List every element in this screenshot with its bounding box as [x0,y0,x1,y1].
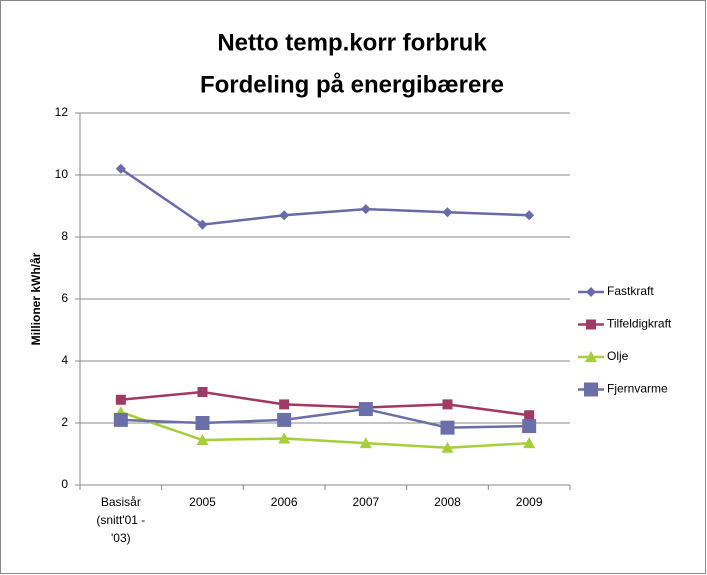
marker [113,412,128,427]
x-tick-label: 2006 [270,495,298,509]
marker [586,287,596,297]
y-tick-label: 12 [55,105,69,119]
marker [277,412,292,427]
marker [195,416,210,430]
y-tick-label: 8 [61,229,68,243]
series-line [120,167,530,226]
marker [442,399,453,410]
x-tick-label: 2008 [434,495,461,509]
legend-label: Fastkraft [607,284,654,298]
x-tick-label: Basisår (snitt'01 - '03) [96,495,146,545]
marker [441,441,454,453]
legend-label: Olje [607,349,629,363]
marker [115,163,126,174]
legend-label: Fjernvarme [607,382,668,396]
series-line [120,407,530,429]
x-tick-label: 2007 [352,495,380,509]
x-tick-label: 2005 [189,495,216,509]
marker [197,387,208,397]
marker [197,219,208,230]
marker [279,210,290,221]
marker [584,382,598,397]
marker [524,410,535,421]
marker [279,399,290,410]
series-line [120,410,530,450]
marker [523,437,536,449]
marker [586,319,596,330]
series-line [120,390,530,417]
y-tick-label: 2 [61,415,68,429]
marker [360,204,371,215]
chart-title: Netto temp.korr forbruk [217,29,487,56]
chart-subtitle: Fordeling på energibærere [200,71,504,98]
marker [358,402,373,417]
marker [196,434,209,446]
x-tick-label: 2009 [515,495,543,509]
marker [278,432,291,444]
marker [440,420,455,435]
marker [585,351,597,362]
y-tick-label: 0 [61,477,68,491]
y-tick-label: 6 [61,291,68,305]
marker [115,394,126,405]
y-tick-label: 10 [55,167,69,181]
marker [522,419,537,434]
y-tick-label: 4 [61,353,68,367]
marker [524,210,535,221]
legend-label: Tilfeldigkraft [607,317,672,331]
y-axis-label: Millioner kWh/år [29,252,43,345]
marker [442,207,453,218]
marker [359,437,372,449]
